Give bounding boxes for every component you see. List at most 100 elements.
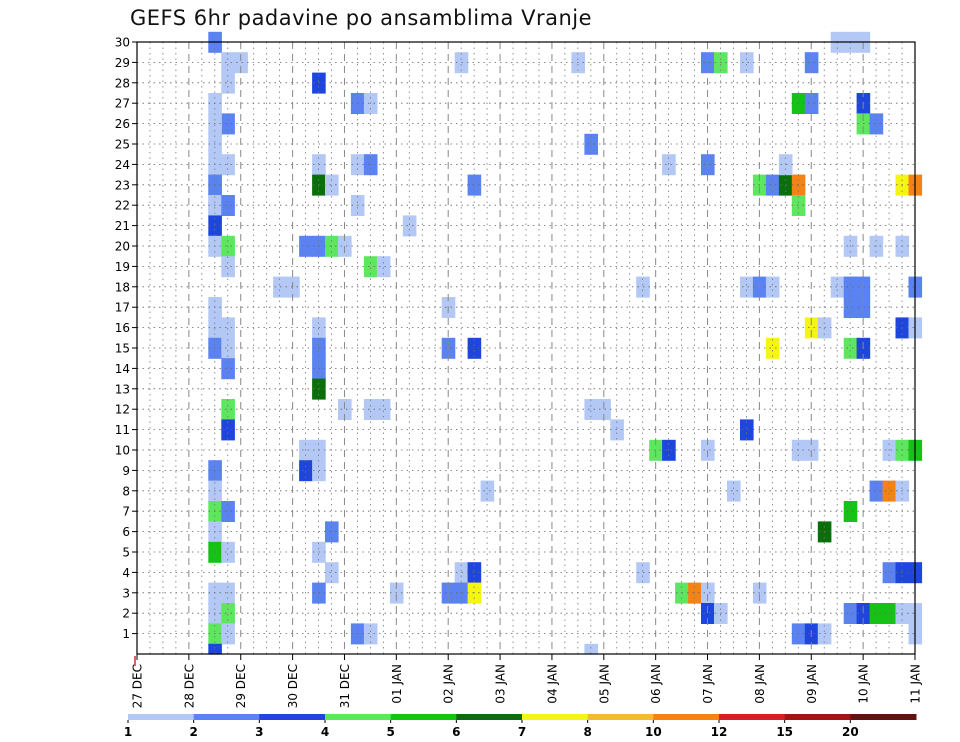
heatmap-cell bbox=[363, 256, 378, 278]
colorbar-label: 1 bbox=[124, 725, 132, 739]
y-tick-label: 21 bbox=[115, 219, 130, 233]
y-tick-label: 29 bbox=[115, 56, 130, 70]
x-tick-label: 02 JAN bbox=[442, 664, 456, 704]
heatmap-cell bbox=[804, 52, 819, 74]
x-tick-label: 28 DEC bbox=[182, 664, 196, 708]
heatmap-cell bbox=[221, 52, 235, 74]
heatmap-cell bbox=[701, 582, 715, 604]
heatmap-cell bbox=[221, 358, 235, 380]
y-tick-label: 3 bbox=[122, 586, 130, 600]
chart-title: GEFS 6hr padavine po ansamblima Vranje bbox=[130, 6, 593, 30]
heatmap-cell bbox=[727, 480, 741, 502]
heatmap-cell bbox=[701, 52, 715, 74]
heatmap-cell bbox=[221, 603, 235, 624]
colorbar-label: 2 bbox=[189, 725, 197, 739]
y-tick-label: 13 bbox=[115, 382, 130, 396]
heatmap-cell bbox=[610, 419, 624, 441]
heatmap-cell bbox=[338, 399, 352, 420]
heatmap-cell bbox=[221, 419, 235, 441]
y-tick-label: 11 bbox=[115, 423, 130, 437]
colorbar-swatch bbox=[653, 714, 720, 720]
colorbar-swatch bbox=[850, 714, 917, 720]
heatmap-cell bbox=[221, 337, 235, 359]
x-tick-label: 29 DEC bbox=[234, 664, 248, 708]
heatmap-cell bbox=[221, 154, 235, 176]
heatmap-cell bbox=[843, 603, 858, 624]
heatmap-cell bbox=[221, 501, 235, 522]
x-tick-label: 01 JAN bbox=[390, 664, 404, 704]
heatmap-cell bbox=[843, 337, 858, 359]
y-tick-label: 30 bbox=[115, 36, 130, 50]
heatmap-cell bbox=[740, 52, 754, 74]
heatmap-cell bbox=[869, 113, 884, 135]
x-tick-label: 27 DEC bbox=[131, 664, 145, 708]
y-tick-label: 20 bbox=[115, 240, 130, 254]
heatmap-cell bbox=[273, 276, 287, 298]
axes-layer: 1234567891011121314151617181920212223242… bbox=[115, 36, 923, 709]
y-tick-label: 18 bbox=[115, 280, 130, 294]
colorbar-label: 5 bbox=[386, 725, 394, 739]
heatmap-cell bbox=[325, 562, 339, 584]
heatmap-cell bbox=[441, 582, 456, 604]
colorbar-label: 20 bbox=[842, 725, 859, 739]
x-tick-label: 03 JAN bbox=[494, 664, 508, 704]
heatmap-cell bbox=[221, 72, 235, 94]
x-tick-label: 08 JAN bbox=[753, 664, 767, 704]
heatmap-cell bbox=[221, 256, 235, 278]
y-tick-label: 27 bbox=[115, 97, 130, 111]
colorbar-swatch bbox=[456, 714, 523, 720]
y-tick-label: 8 bbox=[122, 484, 130, 498]
colorbar-swatch bbox=[128, 714, 195, 720]
colorbar-swatch bbox=[522, 714, 589, 720]
colorbar-label: 6 bbox=[452, 725, 460, 739]
heatmap-cell bbox=[740, 419, 754, 441]
colorbar-swatch bbox=[325, 714, 392, 720]
heatmap-cell bbox=[791, 195, 806, 216]
y-tick-label: 23 bbox=[115, 178, 130, 192]
heatmap-cell bbox=[221, 399, 235, 420]
y-tick-label: 17 bbox=[115, 301, 130, 315]
heatmap-cell bbox=[221, 623, 235, 645]
heatmap-cell bbox=[363, 154, 378, 176]
heatmap-cell bbox=[791, 623, 806, 645]
colorbar-swatch bbox=[259, 714, 326, 720]
heatmap-cell bbox=[843, 501, 858, 522]
x-tick-label: 04 JAN bbox=[545, 664, 559, 704]
heatmap-cell bbox=[701, 603, 715, 624]
colorbar-swatch bbox=[587, 714, 654, 720]
y-tick-label: 24 bbox=[115, 158, 130, 172]
colorbar-label: 7 bbox=[518, 725, 526, 739]
colorbar-label: 10 bbox=[645, 725, 662, 739]
heatmap-cell bbox=[882, 480, 897, 502]
heatmap-cell bbox=[882, 562, 897, 584]
colorbar-swatch bbox=[719, 714, 786, 720]
x-tick-label: 07 JAN bbox=[701, 664, 715, 704]
heatmap-cell bbox=[765, 276, 780, 298]
heatmap-cell bbox=[778, 154, 793, 176]
y-tick-label: 1 bbox=[122, 627, 130, 641]
y-tick-label: 15 bbox=[115, 342, 130, 356]
y-tick-label: 28 bbox=[115, 76, 130, 90]
heatmap-cell bbox=[299, 460, 313, 482]
heatmap-cell bbox=[221, 317, 235, 339]
heatmap-cell bbox=[597, 399, 611, 420]
y-tick-label: 26 bbox=[115, 117, 130, 131]
colorbar-label: 4 bbox=[321, 725, 329, 739]
x-tick-label: 06 JAN bbox=[649, 664, 663, 704]
heatmap-cell bbox=[363, 399, 378, 420]
x-tick-label: 31 DEC bbox=[338, 664, 352, 708]
heatmap-cell bbox=[376, 399, 391, 420]
heatmap-cell bbox=[376, 256, 391, 278]
heatmap-cell bbox=[830, 276, 845, 298]
x-tick-label: 10 JAN bbox=[857, 664, 871, 704]
heatmap-cell bbox=[221, 195, 235, 216]
heatmap-cell bbox=[467, 562, 482, 584]
grid-layer bbox=[137, 41, 915, 654]
y-tick-label: 10 bbox=[115, 444, 130, 458]
heatmap-cell bbox=[467, 337, 482, 359]
heatmap-cell bbox=[882, 603, 897, 624]
heatmap-cell bbox=[584, 133, 598, 155]
y-tick-label: 19 bbox=[115, 260, 130, 274]
heatmap-cell bbox=[869, 603, 884, 624]
